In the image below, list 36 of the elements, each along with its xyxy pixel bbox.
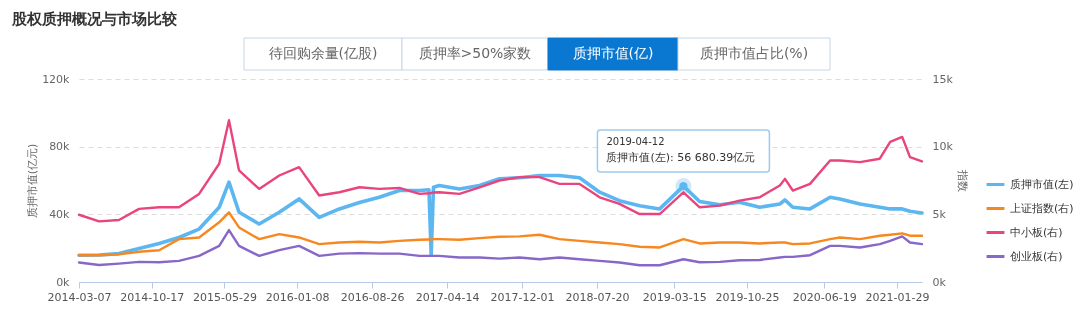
x-tick-label: 2019-10-25 [715, 290, 780, 304]
annotation: 2019-04-12 [606, 136, 665, 148]
y2-tick-label: 10k [932, 140, 954, 154]
line-series [77, 211, 924, 257]
x-tick-label: 2019-03-15 [642, 290, 707, 304]
legend-label: 上证指数(右) [1010, 201, 1074, 215]
line-series [77, 228, 924, 267]
legend-label: 质押市值(左) [1010, 177, 1074, 191]
y2-tick-label: 5k [932, 207, 947, 221]
x-tick-label: 2017-12-01 [490, 290, 555, 304]
x-tick-label: 2016-01-08 [265, 290, 330, 304]
text: 待回购余量(亿股) [268, 45, 378, 61]
x-tick-label: 2016-08-26 [340, 290, 405, 304]
y2-tick-label: 0k [932, 275, 947, 289]
y-tick-label: 0k [56, 275, 71, 289]
x-tick-label: 2020-06-19 [792, 290, 857, 304]
x-tick-label: 2015-05-29 [192, 290, 257, 304]
y-axis-title: 质押市值(亿元) [26, 143, 40, 219]
chart-title: 股权质押概况与市场比较 [11, 10, 178, 28]
x-tick-label: 2021-01-29 [865, 290, 930, 304]
y-tick-label: 120k [42, 72, 71, 86]
legend-label: 中小板(右) [1010, 225, 1063, 239]
text: 质押率>50%家数 [418, 45, 532, 61]
y-tick-label: 40k [49, 207, 71, 221]
x-tick-label: 2014-03-07 [47, 290, 112, 304]
x-tick-label: 2017-04-14 [415, 290, 480, 304]
y2-tick-label: 15k [932, 72, 954, 86]
y-tick-label: 80k [49, 140, 71, 154]
x-tick-label: 2018-07-20 [565, 290, 630, 304]
text: 质押市值(亿) [572, 45, 654, 61]
y2-axis-title: 指数 [955, 169, 969, 192]
text: 质押市值占比(%) [699, 45, 809, 61]
legend-label: 创业板(右) [1010, 249, 1063, 263]
annotation: 质押市值(左): 56 680.39亿元 [606, 151, 756, 165]
line-series [77, 119, 924, 223]
x-tick-label: 2014-10-17 [120, 290, 185, 304]
